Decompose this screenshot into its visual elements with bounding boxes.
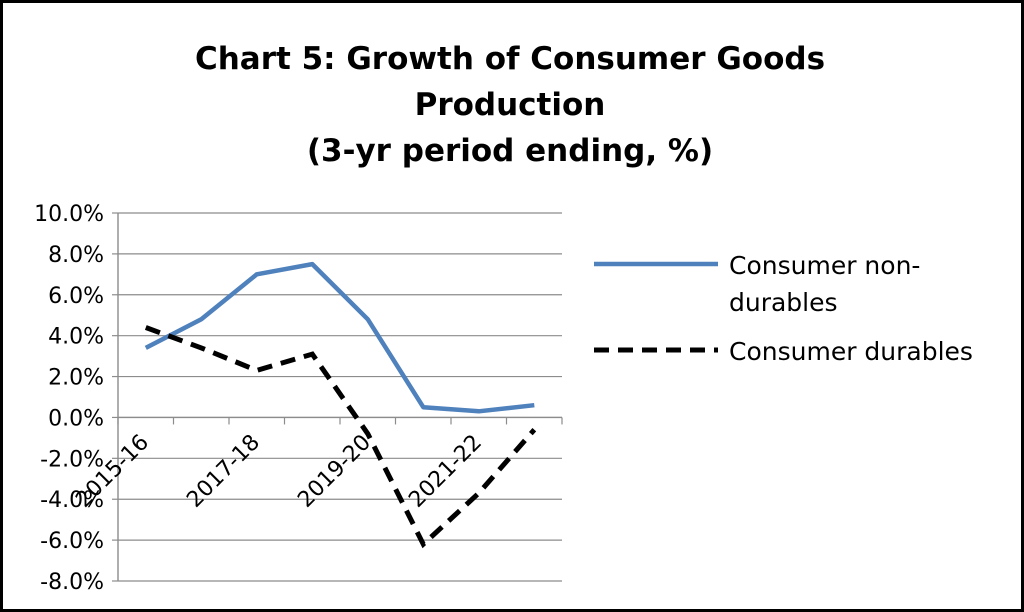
x-tick-label: 2019-20 bbox=[293, 430, 376, 513]
y-tick-label: 2.0% bbox=[48, 366, 104, 391]
series-lines bbox=[144, 261, 537, 549]
y-tick-label: -6.0% bbox=[40, 529, 104, 554]
y-tick-labels: 10.0% 8.0% 6.0% 4.0% 2.0% 0.0% -2.0% -4.0% -6.0%… bbox=[34, 202, 104, 595]
series-line bbox=[144, 325, 537, 549]
y-tick-label: -8.0% bbox=[40, 570, 104, 595]
y-tick-label: -4.0% bbox=[40, 488, 104, 513]
chart-title: Chart 5: Growth of Consumer Goods Produc… bbox=[150, 36, 870, 174]
axes bbox=[117, 213, 563, 581]
y-tick-label: 6.0% bbox=[48, 284, 104, 309]
chart-title-line-3: (3-yr period ending, %) bbox=[306, 133, 714, 169]
x-tick-label: 2017-18 bbox=[182, 430, 265, 513]
y-tick-label: 0.0% bbox=[48, 406, 104, 431]
chart-title-line-2: Production bbox=[414, 87, 606, 123]
y-tick-label: 8.0% bbox=[48, 243, 104, 268]
chart-title-line-1: Chart 5: Growth of Consumer Goods bbox=[194, 41, 826, 77]
x-tick-labels: 2015-16 2017-18 2019-20 2021-22 bbox=[71, 430, 487, 513]
series-line bbox=[144, 261, 535, 414]
legend-label: Consumer non- bbox=[729, 251, 920, 280]
grid-lines bbox=[112, 212, 562, 582]
legend-label: durables bbox=[729, 288, 838, 317]
legend-label: Consumer durables bbox=[729, 337, 973, 366]
y-tick-label: -2.0% bbox=[40, 447, 104, 472]
y-tick-label: 10.0% bbox=[34, 202, 104, 227]
y-tick-label: 4.0% bbox=[48, 325, 104, 350]
legend: Consumer non-durables Consumer durables bbox=[594, 251, 973, 366]
